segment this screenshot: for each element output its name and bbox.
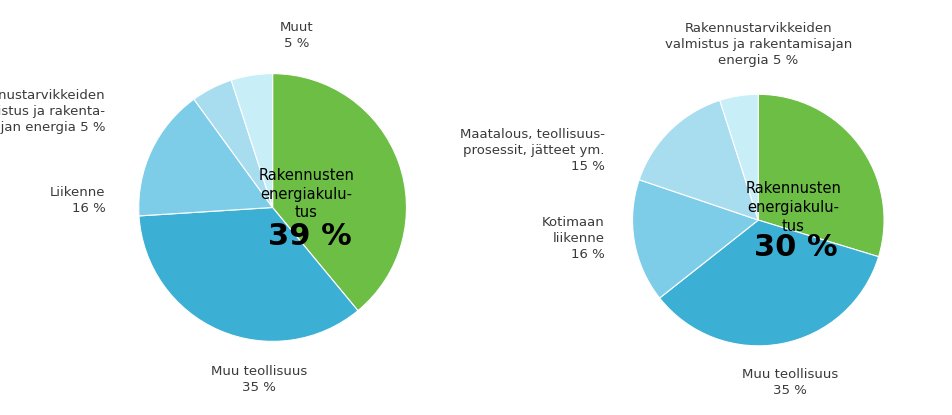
Text: Muut
5 %: Muut 5 %	[280, 20, 313, 49]
Text: Liikenne
16 %: Liikenne 16 %	[50, 186, 105, 215]
Wedge shape	[639, 100, 758, 220]
Wedge shape	[659, 220, 878, 346]
Text: Rakennustarvikkeiden
valmistus ja rakenta-
misajan energia 5 %: Rakennustarvikkeiden valmistus ja rakent…	[0, 89, 105, 134]
Text: Muu teollisuus
35 %: Muu teollisuus 35 %	[741, 369, 837, 398]
Text: 39 %: 39 %	[268, 222, 351, 251]
Wedge shape	[193, 80, 272, 208]
Text: Rakennusten
energiakulu-
tus: Rakennusten energiakulu- tus	[258, 168, 353, 220]
Text: Muu teollisuus
35 %: Muu teollisuus 35 %	[210, 366, 307, 395]
Wedge shape	[139, 99, 272, 216]
Text: Maatalous, teollisuus-
prosessit, jätteet ym.
15 %: Maatalous, teollisuus- prosessit, jättee…	[460, 128, 605, 173]
Wedge shape	[632, 180, 758, 298]
Wedge shape	[139, 208, 358, 342]
Wedge shape	[272, 73, 407, 311]
Text: Kotimaan
liikenne
16 %: Kotimaan liikenne 16 %	[542, 217, 605, 261]
Text: Rakennustarvikkeiden
valmistus ja rakentamisajan
energia 5 %: Rakennustarvikkeiden valmistus ja rakent…	[664, 22, 851, 67]
Wedge shape	[758, 94, 883, 257]
Wedge shape	[231, 73, 272, 208]
Text: 30 %: 30 %	[753, 233, 837, 262]
Text: Rakennusten
energiakulu-
tus: Rakennusten energiakulu- tus	[744, 181, 841, 234]
Wedge shape	[719, 94, 758, 220]
